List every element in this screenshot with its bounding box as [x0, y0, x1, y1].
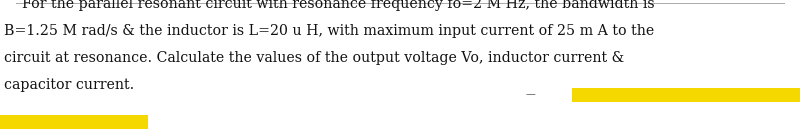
- Text: For the parallel resonant circuit with resonance frequency fo=2 M Hz, the bandwi: For the parallel resonant circuit with r…: [4, 0, 654, 11]
- Text: —: —: [525, 91, 535, 99]
- Text: capacitor current.: capacitor current.: [4, 78, 134, 92]
- Text: circuit at resonance. Calculate the values of the output voltage Vo, inductor cu: circuit at resonance. Calculate the valu…: [4, 51, 624, 65]
- Bar: [572, 88, 800, 102]
- Bar: [0, 115, 148, 129]
- Text: B=1.25 M rad/s & the inductor is L=20 u H, with maximum input current of 25 m A : B=1.25 M rad/s & the inductor is L=20 u …: [4, 24, 654, 38]
